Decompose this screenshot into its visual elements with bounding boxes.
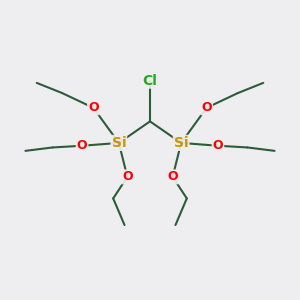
Text: O: O [167, 170, 178, 183]
Text: O: O [88, 101, 99, 114]
Text: O: O [213, 139, 223, 152]
Text: O: O [122, 170, 133, 183]
Text: O: O [201, 101, 212, 114]
Text: Si: Si [174, 136, 188, 150]
Text: Si: Si [112, 136, 126, 150]
Text: O: O [77, 139, 87, 152]
Text: Cl: Cl [142, 74, 158, 88]
